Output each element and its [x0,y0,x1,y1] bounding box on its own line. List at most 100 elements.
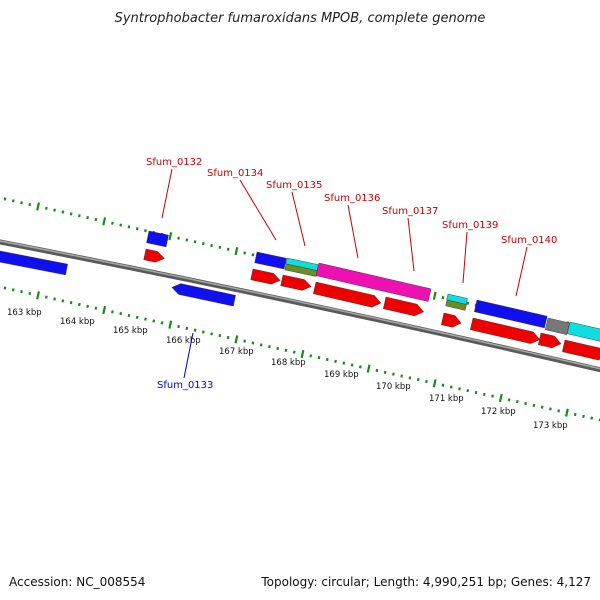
inner-tick [325,357,329,362]
gene-feature-red-arrow [538,332,562,349]
gene-feature-red-arrow [250,268,281,285]
outer-tick [61,210,65,214]
outer-tick [3,197,7,201]
outer-tick [36,202,41,211]
gene-leader-line [239,179,277,241]
inner-tick [366,364,371,373]
outer-tick [119,223,123,227]
inner-tick [565,408,569,417]
inner-tick [218,334,222,338]
inner-tick [127,313,131,318]
kbp-label: 167 kbp [219,347,254,357]
gene-label: Sfum_0137 [382,206,438,217]
inner-tick [3,286,7,290]
gene-feature-magenta [315,262,432,302]
inner-tick [474,390,478,395]
outer-tick [20,201,23,205]
inner-tick [185,326,189,330]
inner-tick [44,295,48,299]
gene-label: Sfum_0136 [324,193,380,204]
inner-tick [160,321,164,325]
inner-tick [53,297,56,301]
outer-tick [111,221,114,225]
inner-tick [491,394,494,398]
inner-tick [590,416,594,420]
outer-tick [102,217,107,226]
inner-tick [358,365,362,369]
inner-tick [549,407,552,411]
inner-tick [300,349,305,359]
inner-tick [482,392,486,396]
inner-tick [119,312,123,316]
gene-label: Sfum_0139 [442,220,498,231]
inner-tick [317,356,321,360]
inner-tick [408,376,412,380]
inner-tick [441,383,445,387]
outer-tick [243,251,247,255]
inner-tick [284,348,288,352]
gene-feature-blue [146,230,169,248]
gene-feature-gray [545,317,570,335]
gene-feature-red-arrow [470,317,541,344]
inner-tick [259,343,263,347]
gene-feature-red-arrow [383,296,424,317]
outer-tick [185,238,189,242]
outer-tick [86,216,90,220]
inner-tick [102,305,107,315]
kbp-label: 170 kbp [376,382,411,392]
outer-tick [69,212,73,216]
outer-tick [144,229,147,233]
gene-feature-red-arrow [143,248,165,263]
inner-tick [515,400,519,404]
gene-feature-blue [0,249,68,276]
gene-feature-blue [254,251,287,270]
outer-tick [251,253,255,257]
outer-tick [226,247,230,251]
inner-tick [350,363,354,367]
inner-tick [61,299,65,303]
gene-feature-blue [474,299,548,329]
kbp-label: 166 kbp [166,336,201,346]
inner-tick [193,328,197,332]
gene-feature-cyan [567,321,600,343]
inner-tick [210,332,213,336]
outer-tick [53,208,56,212]
inner-tick [226,335,230,340]
gene-label: Sfum_0135 [266,180,322,191]
gene-label: Sfum_0134 [207,168,263,179]
outer-tick [44,206,48,210]
inner-tick [573,412,577,417]
inner-tick [466,389,470,393]
outer-tick [441,296,445,300]
genome-backbone [0,239,600,373]
kbp-label: 172 kbp [481,407,516,417]
outer-tick [28,202,32,207]
inner-tick-ring [3,286,600,422]
inner-tick [243,339,247,343]
gene-feature-blue-arrow [171,283,236,307]
gene-feature-olive [445,299,467,311]
inner-tick [432,379,437,388]
inner-tick [582,414,585,418]
gene-features [0,230,600,361]
outer-tick [218,245,222,249]
inner-tick [268,345,271,349]
outer-tick [135,227,139,231]
inner-tick [540,405,544,409]
accession-text: Accession: NC_008554 [9,575,145,589]
inner-tick [425,379,428,384]
gene-leader-line [462,231,468,284]
inner-tick [234,335,239,344]
inner-tick [251,341,255,345]
gene-leader-line [183,332,194,379]
map-title: Syntrophobacter fumaroxidans MPOB, compl… [115,11,486,26]
gene-feature-red-arrow [313,281,382,308]
genome-summary-text: Topology: circular; Length: 4,990,251 bp… [260,575,591,589]
kbp-label: 171 kbp [429,394,464,404]
gene-label: Sfum_0133 [157,380,213,391]
gene-label: Sfum_0132 [146,157,202,168]
inner-tick [177,324,180,329]
inner-tick [400,374,404,378]
inner-tick [111,310,114,314]
